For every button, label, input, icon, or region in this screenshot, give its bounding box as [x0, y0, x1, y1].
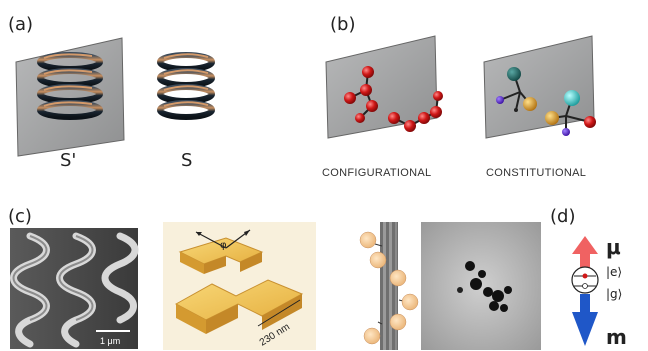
panel-d-label: (d)	[550, 206, 575, 227]
caption-constitutional: CONSTITUTIONAL	[486, 167, 586, 179]
excited-state-label: |e⟩	[606, 265, 622, 279]
tem-image	[421, 222, 541, 350]
m-symbol: m	[606, 325, 627, 349]
panel-c-label: (c)	[8, 206, 32, 227]
caption-configurational: CONFIGURATIONAL	[322, 167, 431, 179]
object-label: S	[181, 150, 192, 171]
coil-mirror-image	[37, 52, 103, 120]
sem-scale-label: 1 μm	[100, 336, 120, 346]
molecule-constitutional-object	[545, 90, 596, 136]
molecule-configurational-object	[388, 91, 443, 132]
mirror-image-label: S'	[60, 150, 76, 171]
panel-c: (c) 1 μm	[8, 206, 541, 350]
panel-a-label: (a)	[8, 14, 33, 35]
sem-helix-image: 1 μm	[10, 228, 139, 349]
electric-dipole-arrow	[572, 236, 598, 268]
origami-rod	[359, 222, 419, 350]
angle-symbol: φ	[220, 240, 227, 251]
ground-state-label: |g⟩	[606, 287, 622, 301]
panel-d: (d) μ |e⟩ |g⟩ m	[550, 206, 627, 349]
panel-b-label: (b)	[330, 14, 355, 35]
panel-b: (b) CONFIGURATIONAL	[322, 14, 596, 179]
mu-symbol: μ	[606, 235, 621, 259]
molecule-configurational-mirror	[344, 66, 378, 123]
mirror-plane-left	[325, 35, 438, 139]
magnetic-dipole-arrow	[572, 294, 598, 346]
panel-a: (a) S' S	[8, 14, 215, 171]
molecule-constitutional-mirror	[496, 67, 537, 112]
gold-nanostructure: φ 230 nm	[163, 222, 316, 350]
coil-object	[157, 52, 215, 120]
two-level-system	[571, 266, 599, 294]
sem-scale-bar	[96, 330, 130, 332]
mirror-plane-right	[483, 35, 595, 139]
